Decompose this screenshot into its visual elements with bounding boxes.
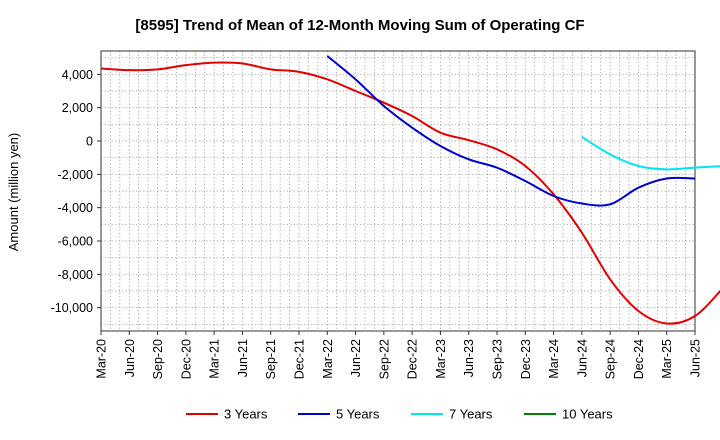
series-line-3-years: [100, 61, 720, 325]
plot-area: 4,000 2,000 0 -2,000 -4,000 -6,000 -8,000 -10,0…: [51, 50, 720, 379]
y-tick-label: 0: [86, 135, 93, 149]
plot-frame: [100, 50, 696, 332]
chart-title: [8595] Trend of Mean of 12-Month Moving …: [135, 17, 584, 34]
x-tick-label: Mar-24: [547, 339, 561, 379]
x-tick-label: Mar-21: [208, 339, 222, 379]
series-line-7-years: [581, 135, 720, 171]
y-tick-label: -8,000: [58, 268, 93, 282]
x-tick-label: Sep-24: [604, 339, 618, 379]
x-tick-label: Sep-21: [264, 339, 278, 379]
legend-label: 5 Years: [336, 407, 380, 422]
x-tick-label: Jun-23: [462, 339, 476, 377]
y-tick-label: -6,000: [58, 235, 93, 249]
y-tick-label: -4,000: [58, 201, 93, 215]
legend-label: 7 Years: [449, 407, 493, 422]
x-tick-label: Mar-25: [660, 339, 674, 379]
series-line-5-years: [326, 55, 696, 207]
x-tick-label: Mar-22: [321, 339, 335, 379]
y-tick-label: 2,000: [62, 101, 93, 115]
x-tick-label: Dec-21: [293, 339, 307, 379]
y-tick-label: 4,000: [62, 68, 93, 82]
legend-label: 3 Years: [224, 407, 268, 422]
x-tick-label: Mar-20: [95, 339, 109, 379]
x-tick-label: Jun-21: [236, 339, 250, 377]
y-tick-label: -2,000: [58, 168, 93, 182]
x-tick-label: Jun-22: [349, 339, 363, 377]
x-tick-label: Sep-23: [491, 339, 505, 379]
x-tick-label: Mar-23: [434, 339, 448, 379]
x-tick-label: Jun-20: [123, 339, 137, 377]
x-tick-label: Dec-24: [632, 339, 646, 379]
x-tick-label: Dec-22: [406, 339, 420, 379]
legend: 3 Years 5 Years 7 Years 10 Years: [186, 407, 613, 422]
x-tick-label: Sep-22: [377, 339, 391, 379]
y-tick-label: -10,000: [51, 301, 93, 315]
x-tick-label: Jun-25: [689, 339, 703, 377]
legend-label: 10 Years: [562, 407, 613, 422]
y-axis-label: Amount (million yen): [6, 133, 21, 252]
x-tick-label: Dec-23: [519, 339, 533, 379]
x-tick-label: Jun-24: [575, 339, 589, 377]
x-tick-label: Sep-20: [151, 339, 165, 379]
x-tick-label: Dec-20: [179, 339, 193, 379]
